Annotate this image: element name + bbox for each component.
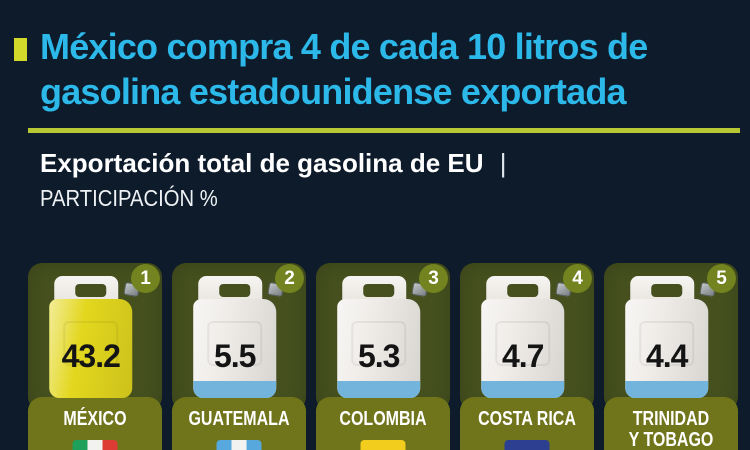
can-body: 4.7 <box>481 299 565 398</box>
country-label-line: GUATEMALA <box>188 408 290 430</box>
country-label: MÉXICO <box>41 397 148 430</box>
country-flag <box>360 440 406 450</box>
flag-stripe <box>504 440 550 450</box>
headline-bullet-icon <box>14 38 27 61</box>
country-label-line: TRINIDAD <box>632 408 710 430</box>
can-handle-hole <box>75 284 107 297</box>
country-label: GUATEMALA <box>185 397 292 430</box>
can-stripe <box>337 381 421 398</box>
can-handle-hole <box>219 284 251 297</box>
country-label: COSTA RICA <box>473 397 580 430</box>
card-bottom-panel: MÉXICO <box>28 397 162 450</box>
flag-stripe <box>216 440 232 450</box>
country-label-line: MÉXICO <box>63 408 127 430</box>
country-card-1: 1 43.2 MÉXICO <box>28 263 162 450</box>
metric-label: PARTICIPACIÓN % <box>40 185 218 211</box>
country-label-line: COLOMBIA <box>339 408 427 430</box>
headline-line-2: gasolina estadounidense exportada <box>40 71 627 112</box>
can-body: 5.3 <box>337 299 421 398</box>
rank-badge: 5 <box>707 264 736 293</box>
country-card-5: 5 4.4 TRINIDAD Y TOBAGO <box>604 263 738 450</box>
share-value: 43.2 <box>61 338 121 374</box>
can-body: 4.4 <box>625 299 709 398</box>
can-emboss-panel <box>351 320 407 367</box>
rank-badge: 2 <box>275 264 304 293</box>
country-card-3: 3 5.3 COLOMBIA <box>316 263 450 450</box>
can-body: 43.2 <box>49 299 133 398</box>
can-emboss-panel <box>207 320 263 367</box>
can-stripe <box>625 381 709 398</box>
jerry-can-icon: 4.4 <box>625 276 717 398</box>
can-emboss-panel <box>63 320 119 367</box>
headline: México compra 4 de cada 10 litros de gas… <box>40 24 730 114</box>
country-card-4: 4 4.7 COSTA RICA <box>460 263 594 450</box>
divider-line <box>28 128 740 133</box>
card-bottom-panel: TRINIDAD Y TOBAGO <box>604 397 738 450</box>
country-flag <box>504 440 550 450</box>
jerry-can-icon: 5.5 <box>193 276 285 398</box>
rank-badge: 1 <box>131 264 160 293</box>
can-handle-hole <box>363 284 395 297</box>
card-bottom-panel: GUATEMALA <box>172 397 306 450</box>
card-bottom-panel: COSTA RICA <box>460 397 594 450</box>
country-label: COLOMBIA <box>329 397 436 430</box>
title-separator: | <box>499 148 507 178</box>
country-flag <box>72 440 118 450</box>
country-label-line: Y TOBAGO <box>628 429 714 450</box>
flag-stripe <box>72 440 88 450</box>
can-stripe <box>193 381 277 398</box>
flag-stripe <box>360 440 406 450</box>
can-stripe <box>481 381 565 398</box>
can-handle-hole <box>507 284 539 297</box>
can-body: 5.5 <box>193 299 277 398</box>
flag-stripe <box>231 440 247 450</box>
share-value: 4.4 <box>645 338 688 374</box>
flag-stripe <box>102 440 118 450</box>
cards-row: 1 43.2 MÉXICO 2 <box>28 263 738 450</box>
share-value: 4.7 <box>501 338 544 374</box>
card-bottom-panel: COLOMBIA <box>316 397 450 450</box>
rank-badge: 4 <box>563 264 592 293</box>
jerry-can-icon: 5.3 <box>337 276 429 398</box>
country-flag <box>216 440 262 450</box>
chart-subtitle: Exportación total de gasolina de EU | PA… <box>40 148 507 212</box>
rank-badge: 3 <box>419 264 448 293</box>
country-label-line: COSTA RICA <box>478 408 576 430</box>
country-card-2: 2 5.5 GUATEMALA <box>172 263 306 450</box>
can-emboss-panel <box>495 320 551 367</box>
country-label: TRINIDAD Y TOBAGO <box>617 397 724 450</box>
chart-title: Exportación total de gasolina de EU <box>40 148 484 178</box>
chart-title-line: Exportación total de gasolina de EU | <box>40 148 507 179</box>
share-value: 5.3 <box>357 338 400 374</box>
flag-stripe <box>87 440 103 450</box>
headline-line-1: México compra 4 de cada 10 litros de <box>40 26 648 67</box>
jerry-can-icon: 4.7 <box>481 276 573 398</box>
jerry-can-icon: 43.2 <box>49 276 141 398</box>
share-value: 5.5 <box>213 338 256 374</box>
can-handle-hole <box>651 284 683 297</box>
flag-stripe <box>246 440 262 450</box>
can-emboss-panel <box>639 320 695 367</box>
